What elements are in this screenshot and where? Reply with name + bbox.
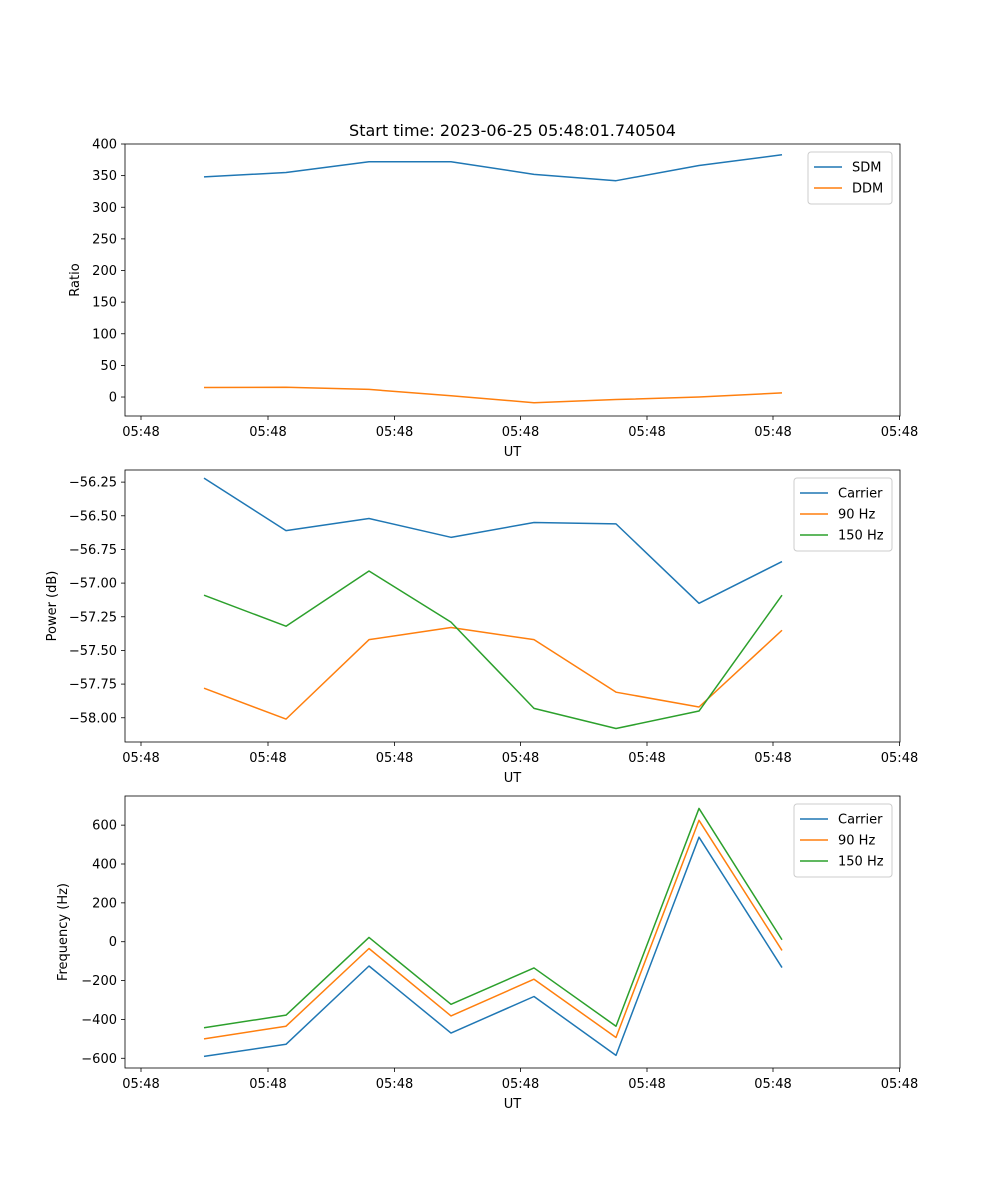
axes-frame [124, 469, 901, 743]
series-line-sdm [203, 154, 783, 182]
y-tick-label: 250 [92, 232, 117, 247]
y-axis-label: Ratio [68, 263, 83, 296]
series-line-carrier [203, 477, 783, 605]
series-line-90-hz [203, 819, 783, 1040]
x-tick-label: 05:48 [376, 425, 413, 440]
y-tick-label: 100 [92, 327, 117, 342]
y-tick-label: −400 [81, 1013, 117, 1028]
series-line-carrier [203, 836, 783, 1058]
y-tick-label: 200 [92, 264, 117, 279]
x-tick-label: 05:48 [249, 425, 286, 440]
x-tick-label: 05:48 [376, 751, 413, 766]
x-tick-label: 05:48 [628, 425, 665, 440]
x-tick-label: 05:48 [122, 751, 159, 766]
legend: Carrier 90 Hz 150 Hz [793, 803, 893, 878]
x-axis-label: UT [504, 445, 522, 460]
legend-entry: Carrier [838, 487, 883, 502]
figure-title: Start time: 2023-06-25 05:48:01.740504 [349, 121, 676, 140]
x-tick-label: 05:48 [754, 425, 791, 440]
y-axis-label: Frequency (Hz) [56, 883, 71, 981]
x-tick-label: 05:48 [249, 751, 286, 766]
legend: SDM DDM [807, 151, 893, 205]
legend-entry: 90 Hz [838, 834, 875, 849]
x-tick-label: 05:48 [249, 1077, 286, 1092]
y-tick-label: −56.75 [69, 543, 117, 558]
x-tick-label: 05:48 [628, 751, 665, 766]
legend-entry: Carrier [838, 813, 883, 828]
y-tick-label: 200 [92, 896, 117, 911]
series-line-150-hz [203, 807, 783, 1029]
series-line-90-hz [203, 626, 783, 720]
y-tick-label: 0 [109, 391, 117, 406]
legend-entry: 150 Hz [838, 529, 884, 544]
panel-3: 05:48 05:48 05:48 05:48 05:48 05:48 05:48 −600 −… [56, 795, 918, 1112]
y-axis-label: Power (dB) [45, 571, 60, 642]
y-tick-label: −58.00 [69, 711, 117, 726]
legend-box [793, 803, 893, 878]
x-tick-label: 05:48 [881, 425, 918, 440]
x-tick-label: 05:48 [502, 425, 539, 440]
legend-entry: 150 Hz [838, 855, 884, 870]
axes-frame [124, 143, 901, 417]
x-tick-label: 05:48 [122, 425, 159, 440]
series-line-150-hz [203, 570, 783, 730]
x-tick-label: 05:48 [502, 1077, 539, 1092]
y-tick-label: −600 [81, 1052, 117, 1067]
y-tick-label: −57.00 [69, 577, 117, 592]
series-line-ddm [203, 386, 783, 404]
x-tick-label: 05:48 [881, 1077, 918, 1092]
y-tick-label: 400 [92, 858, 117, 873]
legend-box [807, 151, 893, 205]
y-tick-label: −56.50 [69, 509, 117, 524]
x-tick-label: 05:48 [881, 751, 918, 766]
panel-1: 05:48 05:48 05:48 05:48 05:48 05:48 05:48 0 50 10… [68, 138, 918, 461]
y-tick-label: 600 [92, 819, 117, 834]
legend-box [793, 477, 893, 552]
y-tick-label: 50 [100, 359, 117, 374]
y-tick-label: −56.25 [69, 476, 117, 491]
x-tick-label: 05:48 [502, 751, 539, 766]
legend-entry: 90 Hz [838, 508, 875, 523]
y-tick-label: 0 [109, 935, 117, 950]
x-tick-label: 05:48 [754, 751, 791, 766]
y-tick-label: 400 [92, 138, 117, 153]
legend-entry: SDM [852, 161, 881, 176]
x-tick-label: 05:48 [628, 1077, 665, 1092]
y-tick-label: −57.25 [69, 610, 117, 625]
panel-2: 05:48 05:48 05:48 05:48 05:48 05:48 05:48 −58.0… [45, 469, 918, 786]
y-tick-label: −200 [81, 974, 117, 989]
axes-frame [124, 795, 901, 1069]
x-tick-label: 05:48 [376, 1077, 413, 1092]
x-tick-label: 05:48 [122, 1077, 159, 1092]
y-tick-label: 300 [92, 201, 117, 216]
legend: Carrier 90 Hz 150 Hz [793, 477, 893, 552]
y-tick-label: −57.75 [69, 678, 117, 693]
x-axis-label: UT [504, 771, 522, 786]
x-tick-label: 05:48 [754, 1077, 791, 1092]
y-tick-label: −57.50 [69, 644, 117, 659]
y-tick-label: 350 [92, 169, 117, 184]
x-axis-label: UT [504, 1097, 522, 1112]
legend-entry: DDM [852, 182, 883, 197]
y-tick-label: 150 [92, 296, 117, 311]
panels: 05:48 05:48 05:48 05:48 05:48 05:48 05:48 0 50 10… [45, 138, 918, 1113]
